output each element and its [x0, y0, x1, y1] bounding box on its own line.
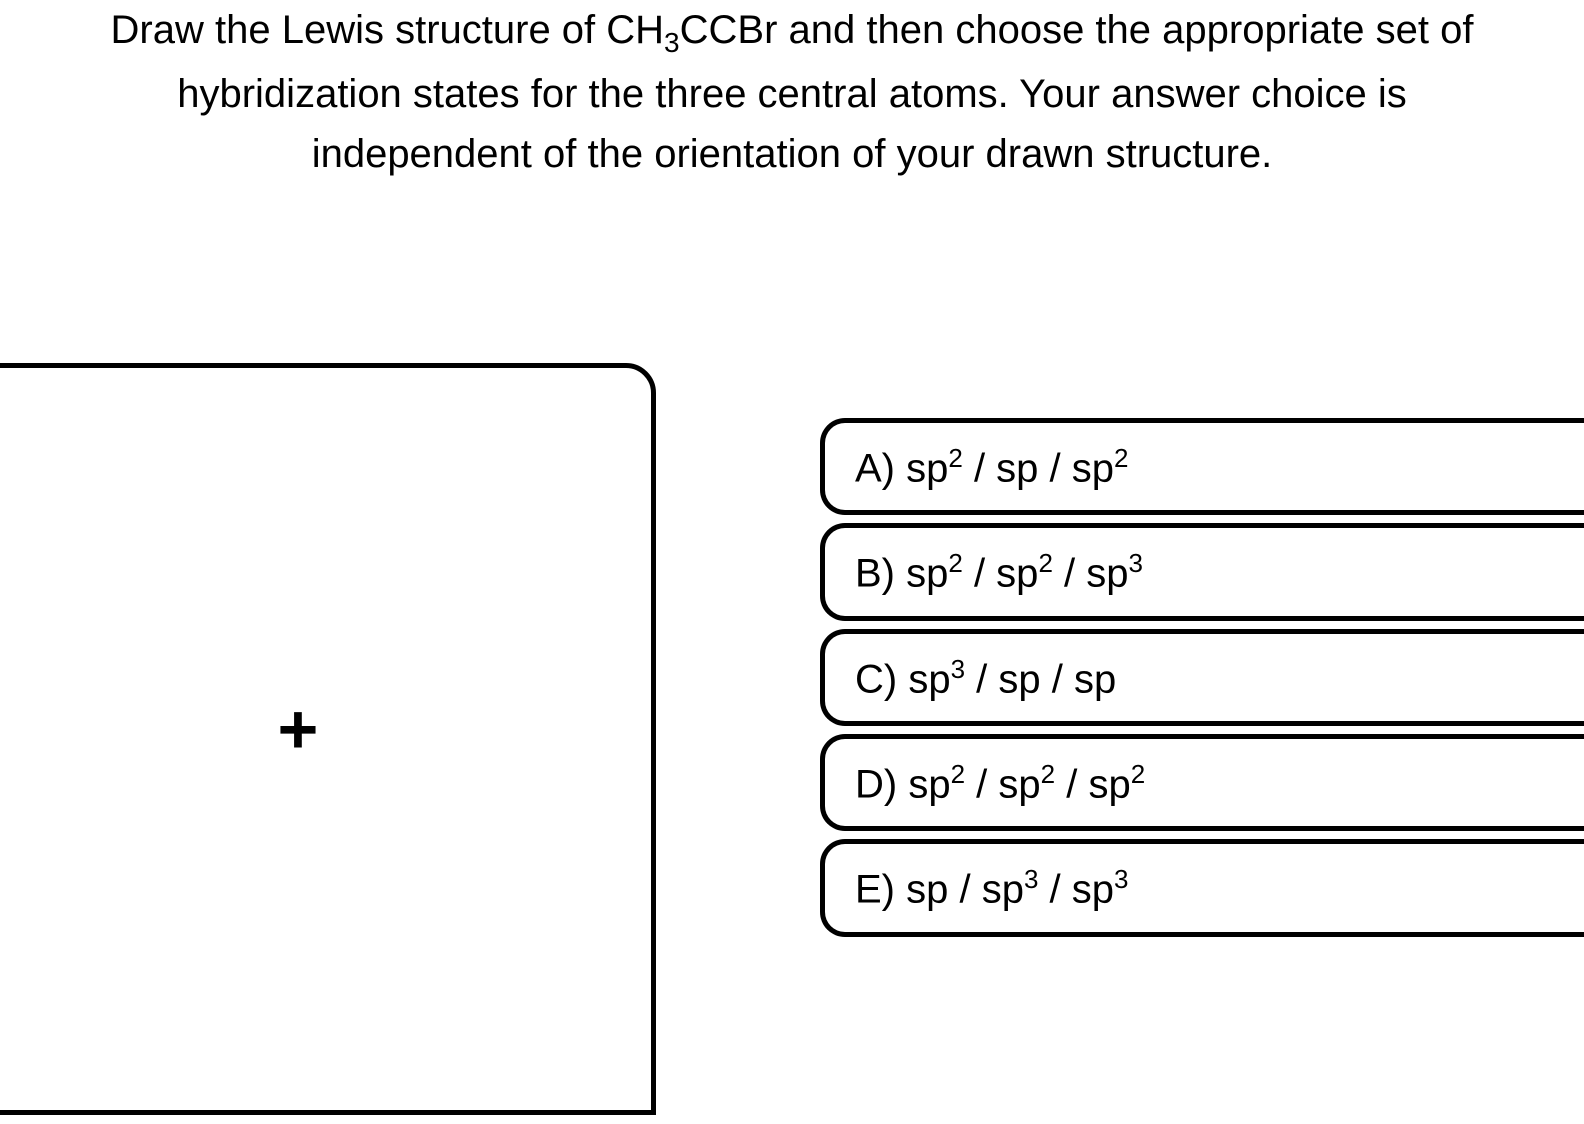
choice-superscript: 2 [1041, 759, 1055, 789]
choice-letter: D) [855, 762, 908, 806]
choice-text: sp [908, 762, 950, 806]
choice-d[interactable]: D) sp2 / sp2 / sp2 [820, 734, 1584, 831]
choice-text: / sp [963, 552, 1039, 596]
question-line1a: Draw the Lewis structure of CH [111, 8, 665, 52]
choice-text: sp [906, 446, 948, 490]
choice-text: / sp / sp [965, 657, 1116, 701]
choice-superscript: 2 [951, 759, 965, 789]
question-line2: hybridization states for the three centr… [177, 72, 1407, 116]
plus-icon[interactable]: + [278, 694, 319, 764]
choice-a[interactable]: A) sp2 / sp / sp2 [820, 418, 1584, 515]
choice-superscript: 3 [1129, 548, 1143, 578]
question-line1b: CCBr and then choose the appropriate set… [680, 8, 1474, 52]
choice-letter: E) [855, 868, 906, 912]
question-text: Draw the Lewis structure of CH3CCBr and … [0, 0, 1584, 184]
choice-superscript: 2 [948, 443, 962, 473]
choice-superscript: 2 [1131, 759, 1145, 789]
choice-text: sp / sp [906, 868, 1024, 912]
choice-superscript: 3 [1024, 864, 1038, 894]
choice-superscript: 2 [948, 548, 962, 578]
choice-text: sp [906, 552, 948, 596]
choice-text: / sp [1038, 868, 1114, 912]
choice-superscript: 2 [1038, 548, 1052, 578]
choice-superscript: 2 [1114, 443, 1128, 473]
question-subscript: 3 [664, 27, 680, 58]
choice-superscript: 3 [1114, 864, 1128, 894]
choice-e[interactable]: E) sp / sp3 / sp3 [820, 839, 1584, 936]
choice-letter: A) [855, 446, 906, 490]
answer-choices: A) sp2 / sp / sp2 B) sp2 / sp2 / sp3 C) … [820, 418, 1584, 937]
choice-text: / sp / sp [963, 446, 1114, 490]
question-line3: independent of the orientation of your d… [312, 132, 1273, 176]
choice-text: sp [908, 657, 950, 701]
choice-b[interactable]: B) sp2 / sp2 / sp3 [820, 523, 1584, 620]
choice-c[interactable]: C) sp3 / sp / sp [820, 629, 1584, 726]
choice-text: / sp [1053, 552, 1129, 596]
choice-letter: C) [855, 657, 908, 701]
drawing-box[interactable]: + [0, 363, 656, 1115]
choice-letter: B) [855, 552, 906, 596]
choice-text: / sp [1055, 762, 1131, 806]
choice-superscript: 3 [951, 654, 965, 684]
choice-text: / sp [965, 762, 1041, 806]
